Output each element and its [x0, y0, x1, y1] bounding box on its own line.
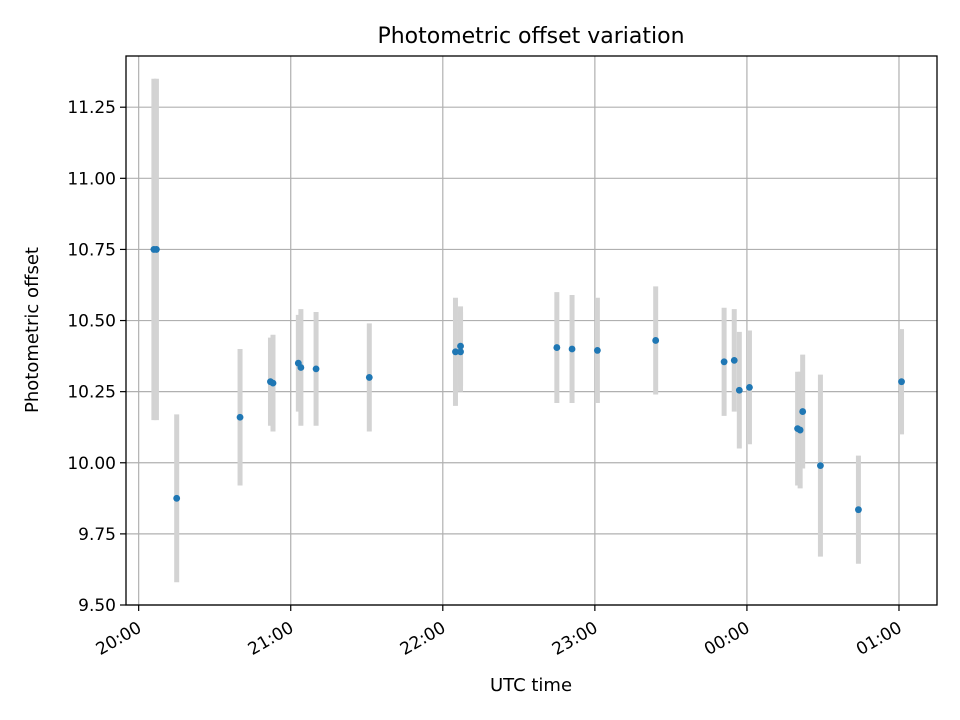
y-tick-label: 9.75 [78, 525, 116, 545]
data-point [799, 408, 807, 415]
data-point [746, 383, 753, 391]
y-tick-label: 11.00 [67, 169, 116, 189]
data-point [452, 348, 459, 356]
data-point [297, 364, 305, 371]
y-tick-label: 11.25 [67, 98, 116, 118]
data-point [735, 386, 743, 394]
x-axis-label: UTC time [490, 675, 572, 696]
data-point [269, 379, 277, 387]
data-points [150, 246, 905, 514]
y-axis: 9.50 9.75 10.00 10.25 10.50 10.75 11.00 11.25 [67, 98, 126, 616]
y-tick-label: 10.50 [67, 312, 116, 332]
data-point [652, 337, 660, 344]
data-point [796, 426, 804, 434]
data-point [457, 348, 464, 356]
data-point [720, 358, 728, 366]
y-tick-label: 9.50 [78, 596, 116, 616]
data-point [568, 345, 576, 353]
data-point [365, 374, 373, 381]
y-tick-label: 10.75 [67, 240, 116, 260]
grid [126, 56, 937, 606]
y-axis-label: Photometric offset [22, 247, 43, 413]
y-tick-label: 10.25 [67, 383, 116, 403]
y-tick-label: 10.00 [67, 454, 116, 474]
data-point [457, 342, 464, 350]
data-point [236, 413, 244, 421]
data-point [553, 344, 561, 351]
data-point [593, 347, 601, 354]
data-point [898, 378, 905, 386]
data-point [173, 494, 181, 502]
data-point [730, 356, 738, 364]
chart-title: Photometric offset variation [377, 24, 684, 49]
data-point [817, 462, 824, 470]
plot-frame [125, 55, 938, 606]
data-point [855, 506, 862, 514]
data-point [153, 246, 160, 253]
data-point [312, 365, 320, 373]
